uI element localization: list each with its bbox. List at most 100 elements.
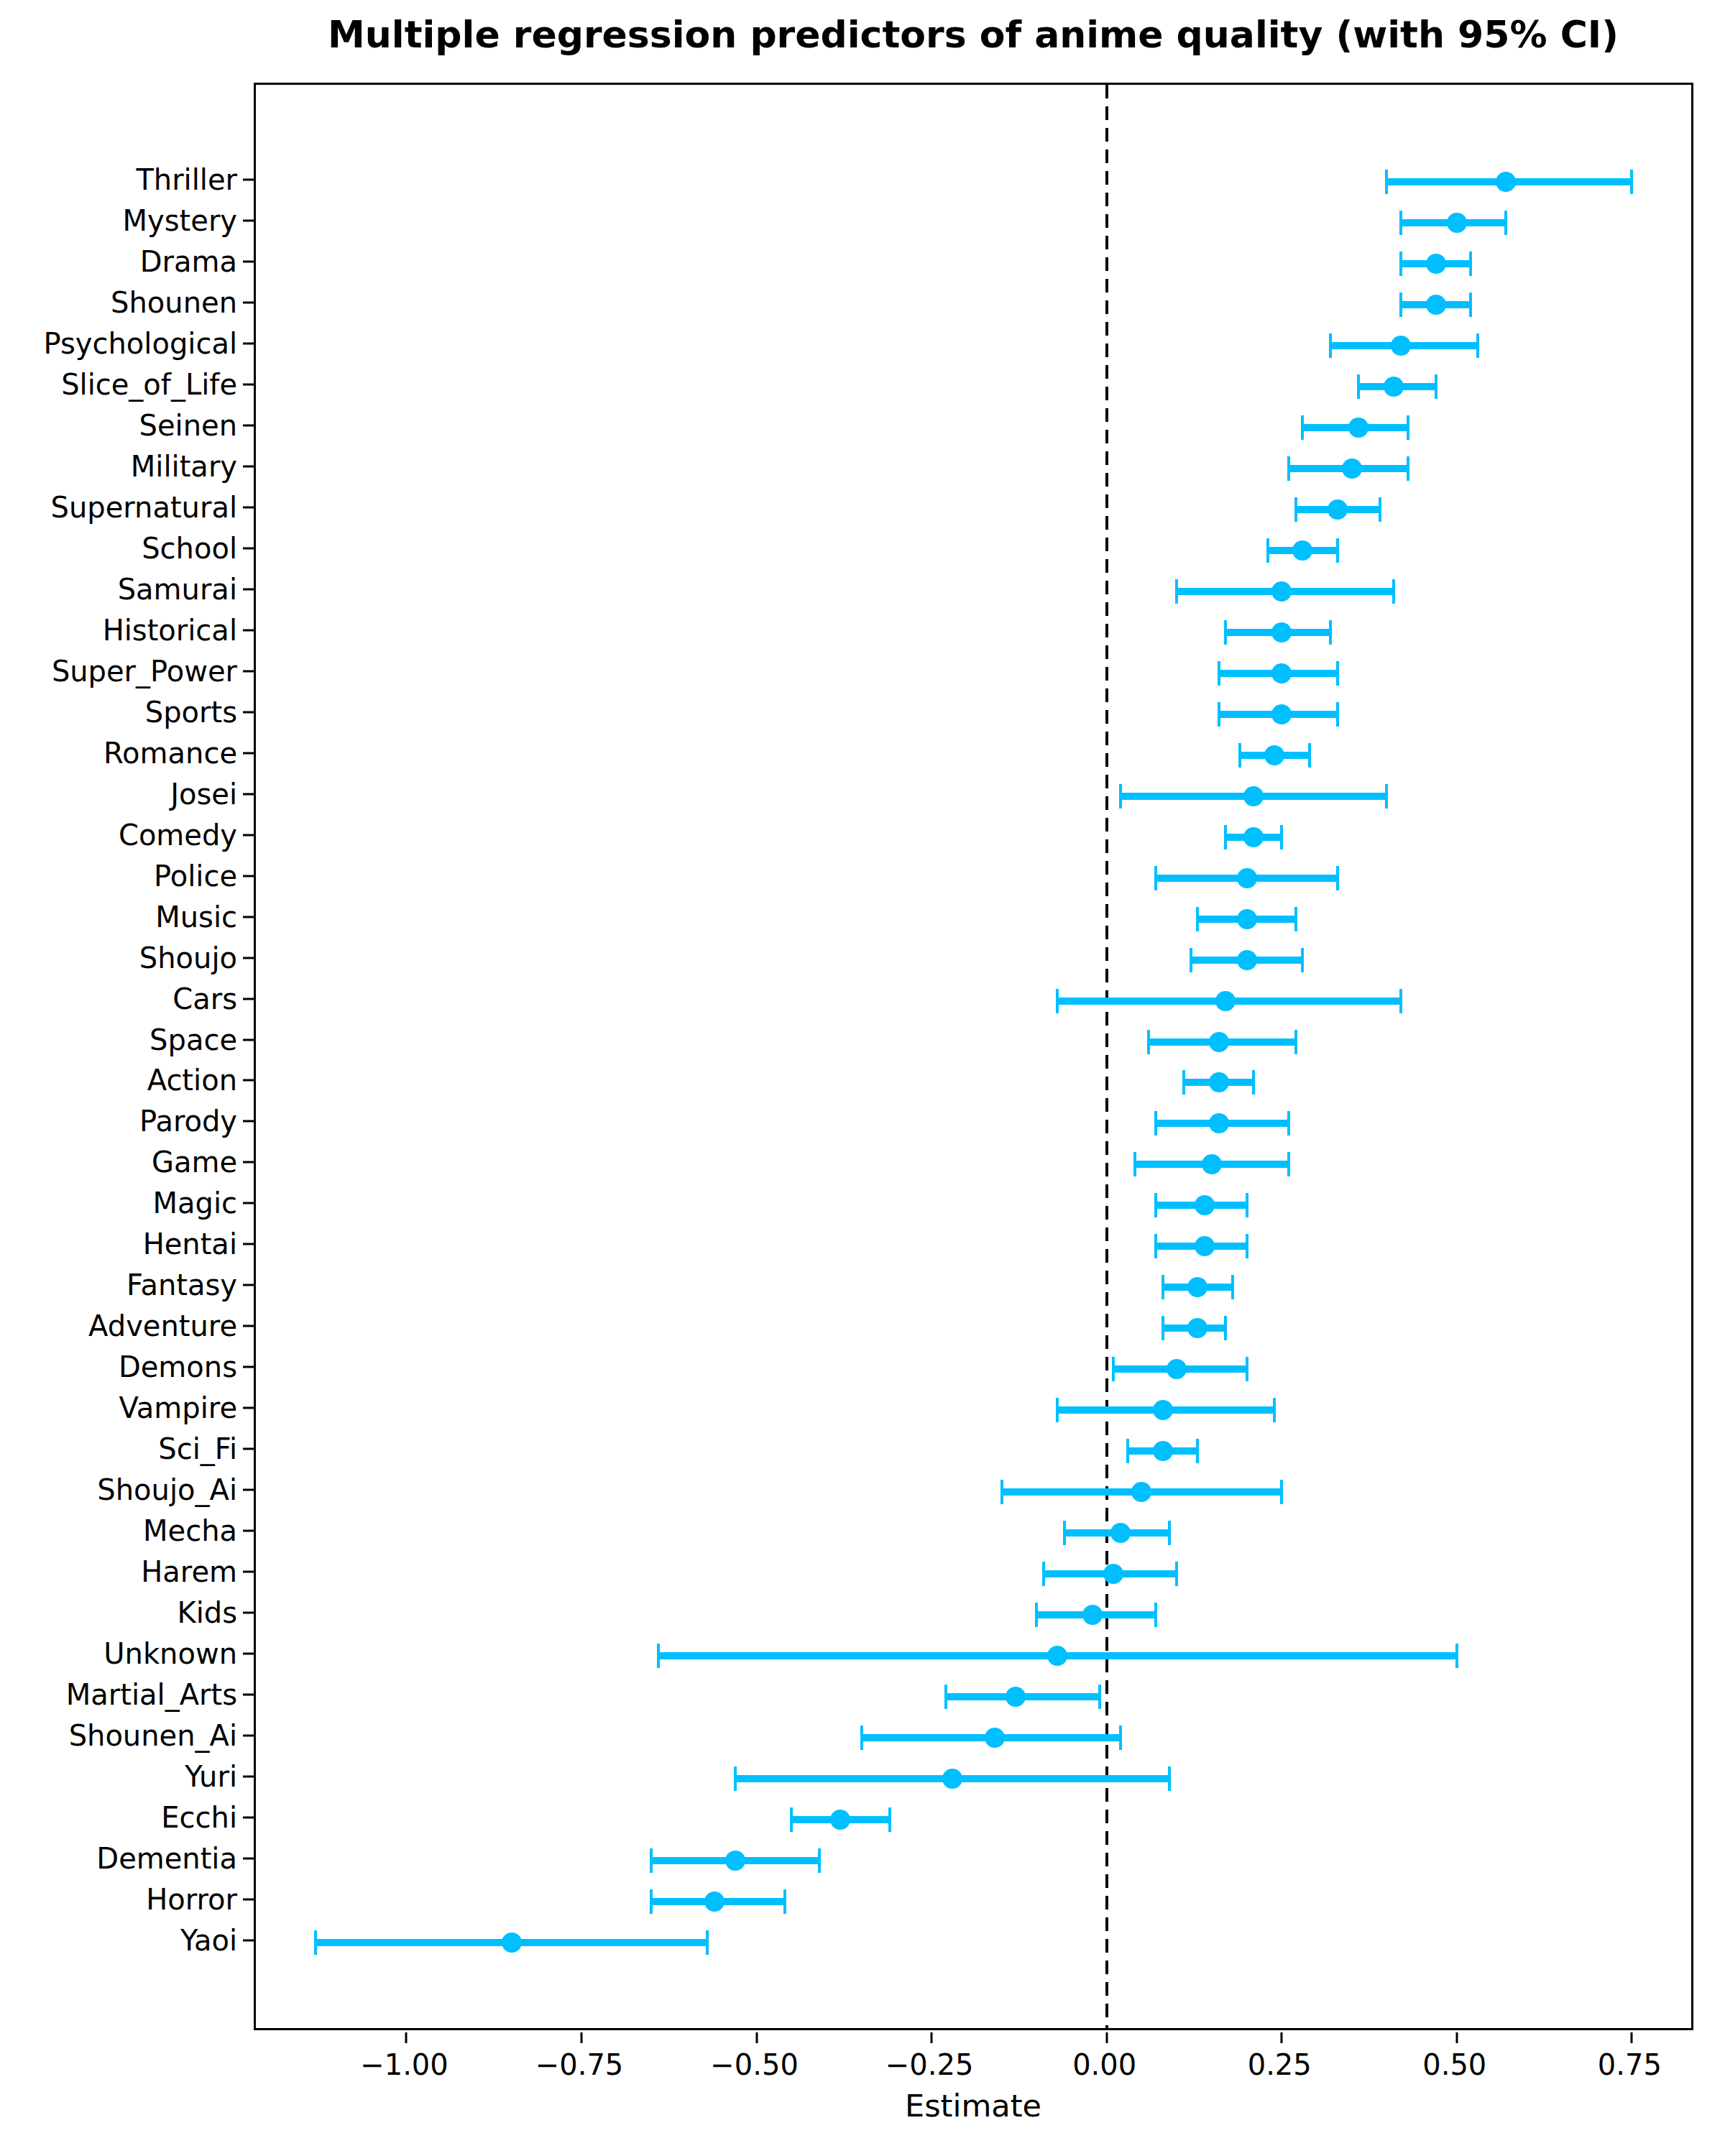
ci-cap-high <box>1469 292 1472 317</box>
ci-cap-high <box>1224 1316 1227 1340</box>
ci-cap-low <box>1154 1234 1157 1258</box>
ci-cap-low <box>1301 415 1304 440</box>
estimate-point <box>1153 1441 1173 1461</box>
ci-cap-low <box>1224 620 1227 645</box>
x-tick-mark <box>581 2032 583 2043</box>
y-tick-mark <box>243 1817 254 1819</box>
estimate-point <box>1110 1523 1131 1543</box>
chart-title: Multiple regression predictors of anime … <box>328 13 1619 56</box>
category-label: Game <box>0 1148 237 1176</box>
category-label: Kids <box>0 1598 237 1627</box>
ci-cap-high <box>1407 456 1409 481</box>
y-tick-mark <box>243 834 254 836</box>
ci-cap-low <box>1218 702 1220 727</box>
estimate-point <box>1243 827 1264 847</box>
estimate-point <box>1348 418 1368 438</box>
estimate-point <box>1103 1564 1123 1584</box>
y-tick-mark <box>243 179 254 181</box>
ci-cap-high <box>1280 825 1283 849</box>
ci-cap-high <box>1308 743 1311 768</box>
category-label: Shoujo_Ai <box>0 1475 237 1504</box>
category-label: Samurai <box>0 575 237 604</box>
category-label: Comedy <box>0 821 237 849</box>
y-tick-mark <box>243 670 254 672</box>
ci-cap-high <box>1119 1726 1122 1750</box>
ci-cap-high <box>1435 374 1438 399</box>
ci-cap-high <box>1196 1439 1199 1463</box>
ci-cap-high <box>1287 1111 1290 1135</box>
x-tick-label: 0.50 <box>1422 2050 1486 2079</box>
x-tick-mark <box>405 2032 408 2043</box>
estimate-point <box>1237 950 1257 970</box>
category-label: Sports <box>0 698 237 727</box>
x-tick-mark <box>1105 2032 1108 2043</box>
estimate-point <box>1215 991 1236 1011</box>
ci-cap-high <box>1336 661 1339 686</box>
ci-cap-high <box>1336 702 1339 727</box>
estimate-point <box>985 1728 1005 1748</box>
ci-cap-low <box>650 1848 653 1873</box>
y-tick-mark <box>243 629 254 631</box>
category-label: Hentai <box>0 1230 237 1258</box>
estimate-point <box>502 1932 522 1953</box>
ci-cap-high <box>1098 1685 1101 1709</box>
estimate-point <box>704 1892 724 1912</box>
estimate-point <box>1209 1032 1229 1052</box>
estimate-point <box>1195 1236 1215 1256</box>
x-tick-mark <box>755 2032 758 2043</box>
y-tick-mark <box>243 1243 254 1245</box>
category-label: Romance <box>0 739 237 768</box>
ci-cap-low <box>1162 1275 1164 1299</box>
category-label: Dementia <box>0 1844 237 1873</box>
estimate-point <box>1209 1113 1229 1133</box>
ci-cap-high <box>818 1848 821 1873</box>
ci-cap-high <box>1455 1644 1458 1668</box>
ci-cap-low <box>1399 211 1402 235</box>
y-tick-mark <box>243 1407 254 1409</box>
ci-cap-high <box>1168 1766 1171 1791</box>
category-label: Police <box>0 862 237 890</box>
ci-cap-low <box>860 1726 863 1750</box>
y-tick-mark <box>243 1940 254 1942</box>
y-tick-mark <box>243 424 254 426</box>
y-tick-mark <box>243 1776 254 1778</box>
category-label: Ecchi <box>0 1803 237 1832</box>
ci-cap-low <box>1056 989 1059 1013</box>
y-tick-mark <box>243 506 254 508</box>
ci-cap-high <box>1407 415 1409 440</box>
ci-cap-low <box>1042 1562 1045 1586</box>
ci-cap-low <box>1218 661 1220 686</box>
ci-cap-high <box>1399 989 1402 1013</box>
ci-cap-high <box>1294 907 1297 931</box>
ci-cap-high <box>1379 497 1381 522</box>
y-tick-mark <box>243 1079 254 1082</box>
x-tick-label: −0.50 <box>710 2050 799 2079</box>
x-tick-label: 0.00 <box>1072 2050 1136 2079</box>
ci-cap-high <box>1273 1398 1276 1422</box>
category-label: Sci_Fi <box>0 1434 237 1463</box>
estimate-point <box>1082 1605 1103 1625</box>
y-tick-mark <box>243 383 254 385</box>
estimate-point <box>1328 499 1348 520</box>
y-tick-mark <box>243 1284 254 1286</box>
ci-cap-low <box>1056 1398 1059 1422</box>
ci-cap-low <box>1329 333 1332 358</box>
x-tick-mark <box>1281 2032 1283 2043</box>
ci-cap-low <box>1399 292 1402 317</box>
x-tick-label: 0.25 <box>1248 2050 1312 2079</box>
category-label: Historical <box>0 616 237 645</box>
y-tick-mark <box>243 588 254 590</box>
ci-cap-low <box>1063 1521 1066 1545</box>
estimate-point <box>1426 254 1446 274</box>
estimate-point <box>1271 663 1292 683</box>
y-tick-mark <box>243 465 254 467</box>
y-tick-mark <box>243 1161 254 1164</box>
estimate-point <box>725 1851 745 1871</box>
estimate-point <box>1342 459 1362 479</box>
x-tick-mark <box>1631 2032 1633 2043</box>
category-label: Mystery <box>0 206 237 235</box>
estimate-point <box>1391 336 1411 356</box>
category-label: Mecha <box>0 1516 237 1545</box>
ci-cap-high <box>1252 1070 1255 1095</box>
estimate-point <box>1209 1072 1229 1092</box>
